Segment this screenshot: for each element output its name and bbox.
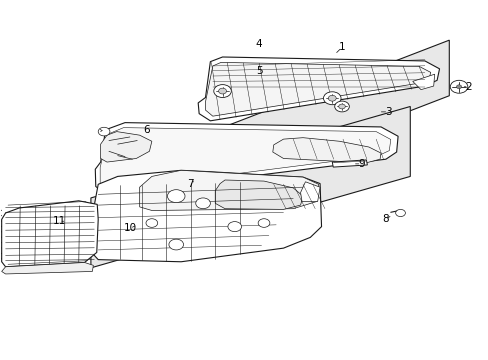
- Polygon shape: [101, 132, 152, 162]
- Text: 11: 11: [53, 216, 66, 226]
- Circle shape: [334, 101, 348, 112]
- Circle shape: [146, 219, 158, 227]
- Circle shape: [455, 85, 461, 89]
- Polygon shape: [272, 138, 380, 163]
- Polygon shape: [215, 180, 303, 210]
- Circle shape: [323, 92, 340, 105]
- Text: 1: 1: [338, 42, 345, 52]
- Polygon shape: [140, 170, 318, 211]
- Polygon shape: [331, 160, 366, 167]
- Text: 10: 10: [123, 224, 136, 233]
- Polygon shape: [95, 123, 397, 194]
- Circle shape: [327, 95, 336, 101]
- Circle shape: [167, 190, 184, 203]
- Text: 4: 4: [255, 39, 262, 49]
- Circle shape: [395, 210, 405, 217]
- Text: 3: 3: [384, 107, 391, 117]
- Circle shape: [218, 88, 226, 94]
- Text: 8: 8: [382, 215, 388, 224]
- Text: 2: 2: [465, 82, 471, 92]
- Polygon shape: [198, 57, 439, 121]
- Circle shape: [98, 127, 110, 136]
- Polygon shape: [1, 201, 98, 267]
- Circle shape: [338, 104, 345, 109]
- Polygon shape: [91, 107, 409, 268]
- Circle shape: [449, 80, 467, 93]
- Polygon shape: [412, 74, 434, 90]
- Polygon shape: [1, 262, 93, 274]
- Polygon shape: [91, 170, 321, 262]
- Polygon shape: [100, 128, 390, 190]
- Polygon shape: [205, 62, 430, 116]
- Circle shape: [258, 219, 269, 227]
- Text: 6: 6: [143, 125, 150, 135]
- Polygon shape: [300, 182, 320, 202]
- Circle shape: [195, 198, 210, 209]
- Polygon shape: [193, 40, 448, 194]
- Circle shape: [227, 222, 241, 231]
- Text: 5: 5: [255, 66, 262, 76]
- Text: 7: 7: [187, 179, 194, 189]
- Circle shape: [168, 239, 183, 250]
- Text: 9: 9: [358, 159, 364, 169]
- Circle shape: [213, 85, 231, 98]
